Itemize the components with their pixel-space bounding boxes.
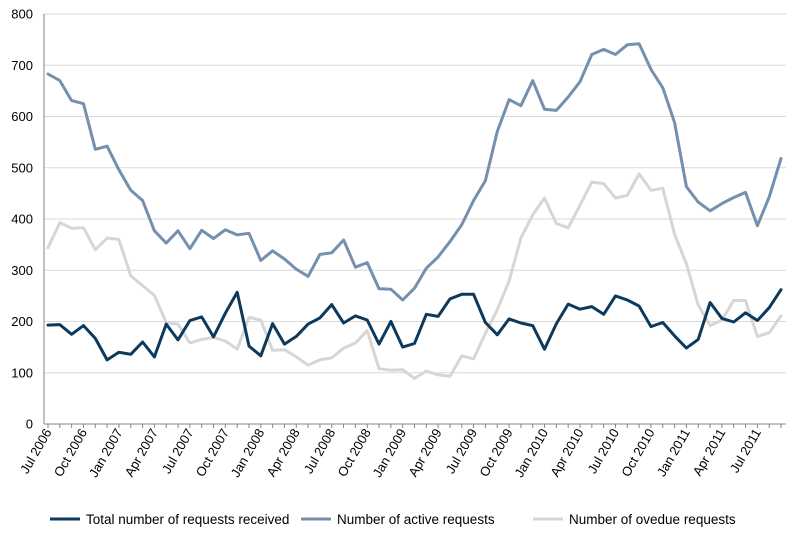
x-tick-label: Jul 2010 <box>585 426 623 476</box>
axes <box>43 14 786 428</box>
series-line-0 <box>46 288 783 362</box>
y-tick-label: 700 <box>11 58 33 73</box>
y-tick-label: 800 <box>11 7 33 22</box>
legend-label-2: Number of ovedue requests <box>569 512 736 527</box>
legend-label-0: Total number of requests received <box>86 512 289 527</box>
series-line-2 <box>46 172 783 380</box>
x-tick-label: Oct 2008 <box>334 426 373 479</box>
x-tick-label: Jan 2011 <box>654 426 693 479</box>
y-tick-label: 500 <box>11 160 33 175</box>
y-tick-label: 100 <box>11 365 33 380</box>
y-tick-label: 0 <box>26 417 33 432</box>
legend-label-1: Number of active requests <box>337 512 495 527</box>
gridlines <box>44 13 786 374</box>
x-tick-label: Apr 2009 <box>405 426 444 479</box>
y-tick-label: 300 <box>11 263 33 278</box>
x-tick-label: Jul 2007 <box>159 426 197 476</box>
x-tick-label: Apr 2007 <box>122 426 161 479</box>
x-tick-label: Jan 2008 <box>228 426 268 480</box>
x-tick-label: Jul 2011 <box>727 426 764 475</box>
x-tick-label: Apr 2011 <box>690 426 729 478</box>
x-tick-label: Apr 2008 <box>263 426 302 479</box>
y-axis-tick-labels: 0 100 200 300 400 500 600 700 800 <box>11 7 33 432</box>
y-tick-label: 400 <box>11 212 33 227</box>
x-tick-label: Oct 2007 <box>193 426 232 479</box>
series-lines <box>46 42 783 380</box>
x-tick-label: Jan 2010 <box>511 426 551 480</box>
y-tick-label: 200 <box>11 314 33 329</box>
x-tick-label: Oct 2006 <box>51 426 90 479</box>
x-tick-label: Jul 2009 <box>443 426 481 476</box>
x-tick-label: Jul 2006 <box>17 426 55 476</box>
x-tick-label: Oct 2010 <box>618 426 657 479</box>
legend: Total number of requests received Number … <box>50 512 736 527</box>
x-tick-label: Jan 2007 <box>86 426 126 480</box>
x-tick-label: Jul 2008 <box>301 426 339 476</box>
x-tick-label: Oct 2009 <box>476 426 515 479</box>
series-line-1 <box>46 42 783 302</box>
x-tick-label: Jan 2009 <box>370 426 410 480</box>
x-tick-label: Apr 2010 <box>547 426 586 479</box>
y-tick-label: 600 <box>11 109 33 124</box>
